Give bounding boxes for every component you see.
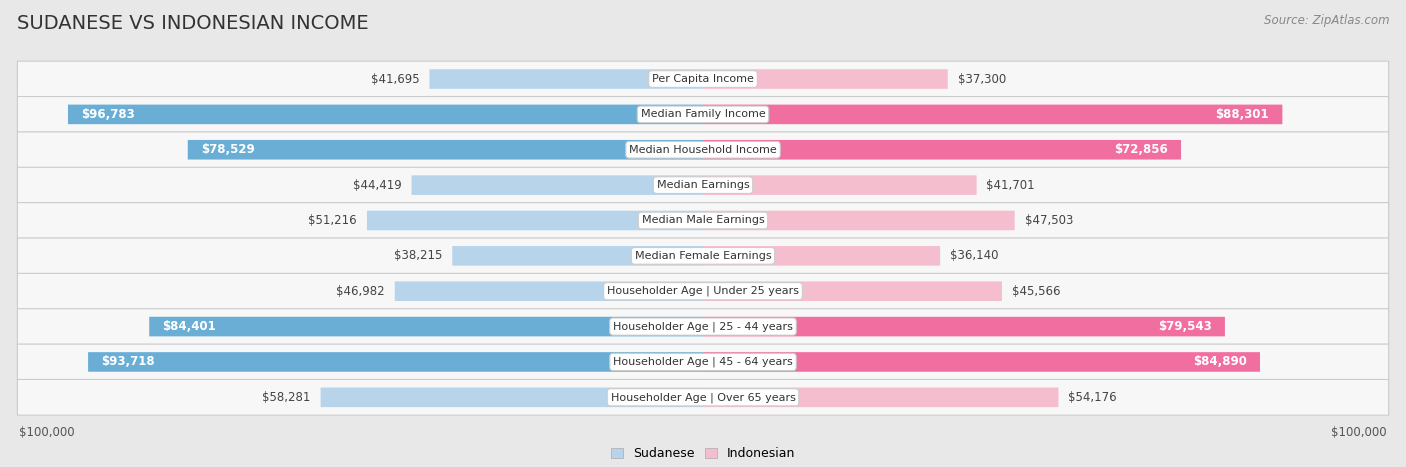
FancyBboxPatch shape — [17, 97, 1389, 132]
FancyBboxPatch shape — [89, 352, 703, 372]
FancyBboxPatch shape — [703, 175, 977, 195]
Text: $41,695: $41,695 — [371, 72, 419, 85]
Text: Householder Age | Over 65 years: Householder Age | Over 65 years — [610, 392, 796, 403]
Text: $93,718: $93,718 — [101, 355, 155, 368]
Text: $88,301: $88,301 — [1216, 108, 1270, 121]
Text: $47,503: $47,503 — [1025, 214, 1073, 227]
FancyBboxPatch shape — [17, 132, 1389, 168]
Legend: Sudanese, Indonesian: Sudanese, Indonesian — [606, 442, 800, 465]
FancyBboxPatch shape — [703, 282, 1002, 301]
Text: $51,216: $51,216 — [308, 214, 357, 227]
Text: Median Male Earnings: Median Male Earnings — [641, 215, 765, 226]
FancyBboxPatch shape — [703, 246, 941, 266]
Text: $84,890: $84,890 — [1194, 355, 1247, 368]
FancyBboxPatch shape — [703, 69, 948, 89]
FancyBboxPatch shape — [17, 380, 1389, 415]
Text: Median Household Income: Median Household Income — [628, 145, 778, 155]
Text: Median Earnings: Median Earnings — [657, 180, 749, 190]
FancyBboxPatch shape — [703, 352, 1260, 372]
Text: Median Female Earnings: Median Female Earnings — [634, 251, 772, 261]
Text: $45,566: $45,566 — [1012, 285, 1060, 298]
FancyBboxPatch shape — [17, 167, 1389, 203]
Text: $37,300: $37,300 — [957, 72, 1005, 85]
FancyBboxPatch shape — [17, 273, 1389, 309]
Text: $72,856: $72,856 — [1114, 143, 1168, 156]
FancyBboxPatch shape — [395, 282, 703, 301]
FancyBboxPatch shape — [149, 317, 703, 336]
FancyBboxPatch shape — [703, 211, 1015, 230]
FancyBboxPatch shape — [453, 246, 703, 266]
FancyBboxPatch shape — [188, 140, 703, 160]
Text: Source: ZipAtlas.com: Source: ZipAtlas.com — [1264, 14, 1389, 27]
FancyBboxPatch shape — [17, 61, 1389, 97]
Text: $84,401: $84,401 — [162, 320, 217, 333]
FancyBboxPatch shape — [17, 309, 1389, 345]
Text: Householder Age | 25 - 44 years: Householder Age | 25 - 44 years — [613, 321, 793, 332]
Text: Per Capita Income: Per Capita Income — [652, 74, 754, 84]
FancyBboxPatch shape — [17, 344, 1389, 380]
FancyBboxPatch shape — [17, 203, 1389, 238]
Text: $54,176: $54,176 — [1069, 391, 1116, 404]
FancyBboxPatch shape — [703, 140, 1181, 160]
Text: $79,543: $79,543 — [1159, 320, 1212, 333]
Text: $58,281: $58,281 — [263, 391, 311, 404]
FancyBboxPatch shape — [367, 211, 703, 230]
FancyBboxPatch shape — [67, 105, 703, 124]
FancyBboxPatch shape — [703, 105, 1282, 124]
FancyBboxPatch shape — [321, 388, 703, 407]
Text: $46,982: $46,982 — [336, 285, 385, 298]
FancyBboxPatch shape — [703, 388, 1059, 407]
Text: $44,419: $44,419 — [353, 178, 402, 191]
FancyBboxPatch shape — [703, 317, 1225, 336]
Text: $36,140: $36,140 — [950, 249, 998, 262]
Text: Householder Age | Under 25 years: Householder Age | Under 25 years — [607, 286, 799, 297]
Text: SUDANESE VS INDONESIAN INCOME: SUDANESE VS INDONESIAN INCOME — [17, 14, 368, 33]
Text: $38,215: $38,215 — [394, 249, 443, 262]
Text: $78,529: $78,529 — [201, 143, 254, 156]
FancyBboxPatch shape — [429, 69, 703, 89]
Text: Householder Age | 45 - 64 years: Householder Age | 45 - 64 years — [613, 357, 793, 367]
Text: Median Family Income: Median Family Income — [641, 109, 765, 120]
Text: $96,783: $96,783 — [82, 108, 135, 121]
FancyBboxPatch shape — [17, 238, 1389, 274]
FancyBboxPatch shape — [412, 175, 703, 195]
Text: $41,701: $41,701 — [987, 178, 1035, 191]
